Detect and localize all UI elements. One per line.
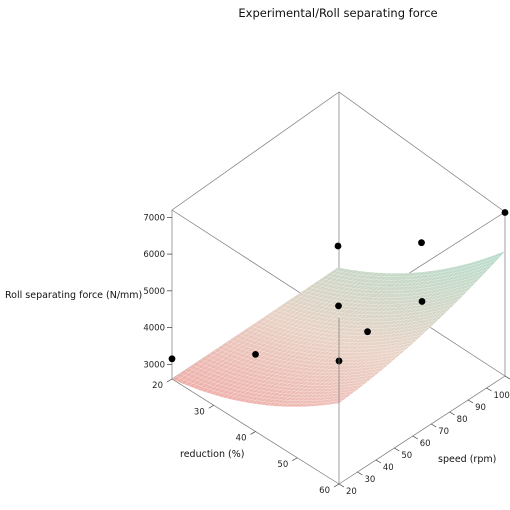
y-tick xyxy=(467,399,474,404)
y-tick-label: 100 xyxy=(494,391,510,401)
y-tick xyxy=(431,423,437,428)
x-tick xyxy=(333,483,340,488)
y-tick-label: 80 xyxy=(457,415,468,425)
y-tick xyxy=(486,387,492,392)
z-axis: 3000 4000 5000 6000 7000 xyxy=(143,213,172,370)
data-point xyxy=(252,350,259,358)
x-axis: 20 30 40 50 60 xyxy=(152,378,340,496)
data-point xyxy=(501,209,509,216)
z-tick-label: 3000 xyxy=(143,360,165,370)
z-tick-label: 5000 xyxy=(143,287,165,297)
x-tick-label: 20 xyxy=(152,381,163,391)
y-tick xyxy=(394,447,400,452)
x-tick xyxy=(166,378,173,383)
x-tick xyxy=(250,431,256,435)
y-tick xyxy=(412,435,418,440)
data-point xyxy=(334,242,342,250)
y-tick xyxy=(357,471,363,476)
y-axis: 2030405060708090100110 xyxy=(338,375,510,497)
z-axis-label: Roll separating force (N/mm) xyxy=(5,290,142,301)
chart-title: Experimental/Roll separating force xyxy=(238,6,437,20)
y-tick-label: 70 xyxy=(438,427,449,437)
x-tick-label: 60 xyxy=(319,486,330,496)
x-axis-label: reduction (%) xyxy=(180,449,244,460)
y-tick-label: 40 xyxy=(383,463,394,473)
y-tick-label: 50 xyxy=(401,451,412,461)
x-tick xyxy=(208,404,214,409)
z-tick-label: 6000 xyxy=(143,250,165,260)
y-axis-label: speed (rpm) xyxy=(438,454,496,465)
box-edge xyxy=(338,375,506,485)
x-tick-label: 30 xyxy=(194,407,205,417)
experimental-points xyxy=(168,209,509,365)
y-tick xyxy=(504,375,510,380)
y-tick-label: 60 xyxy=(420,439,431,449)
y-tick-label: 90 xyxy=(475,403,486,413)
x-tick-label: 50 xyxy=(277,460,288,470)
data-point xyxy=(335,302,342,310)
y-tick xyxy=(375,459,382,464)
z-tick-label: 7000 xyxy=(143,213,165,223)
y-tick xyxy=(338,483,345,488)
box-edge xyxy=(171,91,340,211)
y-tick xyxy=(449,411,455,416)
data-point xyxy=(364,328,371,336)
z-tick-label: 4000 xyxy=(143,324,165,334)
data-point xyxy=(418,239,425,247)
box-edge xyxy=(338,91,506,213)
x-tick xyxy=(292,457,298,462)
surface-mesh xyxy=(171,250,506,407)
y-tick-label: 20 xyxy=(346,487,357,497)
y-tick-label: 30 xyxy=(364,475,375,485)
data-point xyxy=(168,355,176,363)
x-tick-label: 40 xyxy=(236,434,247,444)
data-point xyxy=(418,298,426,305)
surface-patch xyxy=(171,376,181,382)
